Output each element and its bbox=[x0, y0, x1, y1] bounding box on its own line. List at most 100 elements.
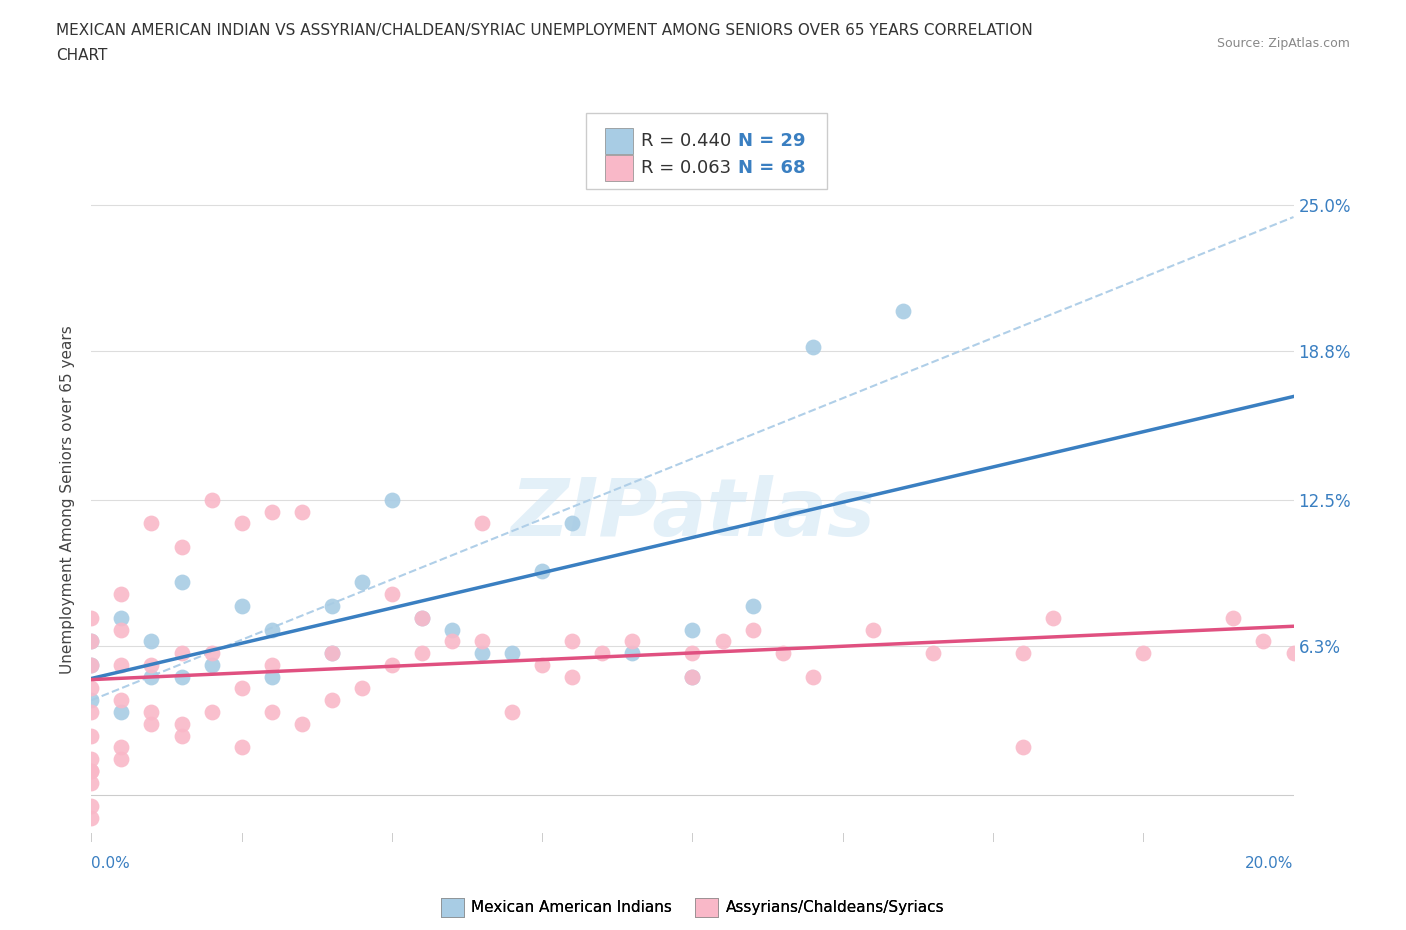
Point bbox=[922, 645, 945, 660]
Point bbox=[141, 658, 163, 672]
Text: Source: ZipAtlas.com: Source: ZipAtlas.com bbox=[1216, 37, 1350, 50]
Point bbox=[471, 634, 494, 649]
Point bbox=[531, 658, 554, 672]
Point bbox=[141, 634, 163, 649]
Point bbox=[741, 622, 763, 637]
Point bbox=[201, 658, 224, 672]
Point bbox=[1253, 634, 1275, 649]
Point bbox=[260, 622, 283, 637]
Text: N = 29: N = 29 bbox=[738, 132, 806, 151]
Point bbox=[80, 728, 103, 743]
Point bbox=[231, 516, 253, 531]
Point bbox=[110, 693, 132, 708]
Point bbox=[110, 705, 132, 720]
Point bbox=[501, 705, 523, 720]
Point bbox=[141, 670, 163, 684]
Point bbox=[621, 645, 644, 660]
Text: 20.0%: 20.0% bbox=[1246, 856, 1294, 870]
Point bbox=[561, 516, 583, 531]
Point bbox=[531, 564, 554, 578]
Point bbox=[231, 599, 253, 614]
Point bbox=[80, 658, 103, 672]
Point bbox=[1012, 645, 1035, 660]
Point bbox=[711, 634, 734, 649]
Point bbox=[231, 740, 253, 755]
Point bbox=[591, 645, 613, 660]
Point bbox=[1042, 610, 1064, 625]
Point bbox=[170, 716, 193, 731]
Point bbox=[170, 670, 193, 684]
Point bbox=[321, 599, 343, 614]
Point bbox=[621, 634, 644, 649]
Point bbox=[80, 799, 103, 814]
Point bbox=[411, 610, 433, 625]
Text: CHART: CHART bbox=[56, 48, 108, 63]
Point bbox=[170, 728, 193, 743]
Point bbox=[141, 705, 163, 720]
Point bbox=[80, 634, 103, 649]
Point bbox=[471, 645, 494, 660]
Point bbox=[291, 716, 314, 731]
Point bbox=[681, 645, 703, 660]
Point bbox=[681, 670, 703, 684]
Point bbox=[260, 658, 283, 672]
Point bbox=[381, 658, 404, 672]
Point bbox=[561, 634, 583, 649]
Y-axis label: Unemployment Among Seniors over 65 years: Unemployment Among Seniors over 65 years bbox=[60, 326, 76, 674]
Point bbox=[80, 693, 103, 708]
Point bbox=[201, 705, 224, 720]
Point bbox=[80, 634, 103, 649]
Point bbox=[141, 516, 163, 531]
Point bbox=[440, 622, 463, 637]
Point bbox=[231, 681, 253, 696]
Text: MEXICAN AMERICAN INDIAN VS ASSYRIAN/CHALDEAN/SYRIAC UNEMPLOYMENT AMONG SENIORS O: MEXICAN AMERICAN INDIAN VS ASSYRIAN/CHAL… bbox=[56, 23, 1033, 38]
Point bbox=[561, 670, 583, 684]
Point bbox=[201, 493, 224, 508]
Point bbox=[170, 539, 193, 554]
Point bbox=[110, 740, 132, 755]
Point bbox=[260, 705, 283, 720]
Point bbox=[80, 776, 103, 790]
Point bbox=[411, 645, 433, 660]
Point bbox=[110, 751, 132, 766]
Point bbox=[471, 516, 494, 531]
Point bbox=[110, 658, 132, 672]
Text: R = 0.063: R = 0.063 bbox=[641, 159, 731, 178]
Point bbox=[1132, 645, 1154, 660]
Point bbox=[891, 304, 914, 319]
Point bbox=[291, 504, 314, 519]
Point bbox=[201, 645, 224, 660]
Point bbox=[1012, 740, 1035, 755]
Point bbox=[80, 764, 103, 778]
Point bbox=[260, 504, 283, 519]
Point bbox=[381, 493, 404, 508]
Point bbox=[681, 670, 703, 684]
Point bbox=[110, 587, 132, 602]
Point bbox=[170, 645, 193, 660]
Point bbox=[170, 575, 193, 590]
Point bbox=[381, 587, 404, 602]
Point bbox=[80, 658, 103, 672]
Legend: Mexican American Indians, Assyrians/Chaldeans/Syriacs: Mexican American Indians, Assyrians/Chal… bbox=[434, 892, 950, 923]
Point bbox=[260, 670, 283, 684]
Point bbox=[80, 751, 103, 766]
Point bbox=[862, 622, 884, 637]
Text: N = 68: N = 68 bbox=[738, 159, 806, 178]
Text: 0.0%: 0.0% bbox=[91, 856, 131, 870]
Point bbox=[80, 610, 103, 625]
Point bbox=[80, 681, 103, 696]
Point bbox=[801, 339, 824, 354]
Text: ZIPatlas: ZIPatlas bbox=[510, 474, 875, 552]
Point bbox=[741, 599, 763, 614]
Point bbox=[141, 716, 163, 731]
Point bbox=[80, 811, 103, 826]
Point bbox=[350, 575, 373, 590]
Point bbox=[440, 634, 463, 649]
Point bbox=[801, 670, 824, 684]
Point bbox=[110, 622, 132, 637]
Point bbox=[350, 681, 373, 696]
Text: R = 0.440: R = 0.440 bbox=[641, 132, 731, 151]
Point bbox=[1222, 610, 1244, 625]
Point bbox=[321, 693, 343, 708]
Point bbox=[110, 610, 132, 625]
